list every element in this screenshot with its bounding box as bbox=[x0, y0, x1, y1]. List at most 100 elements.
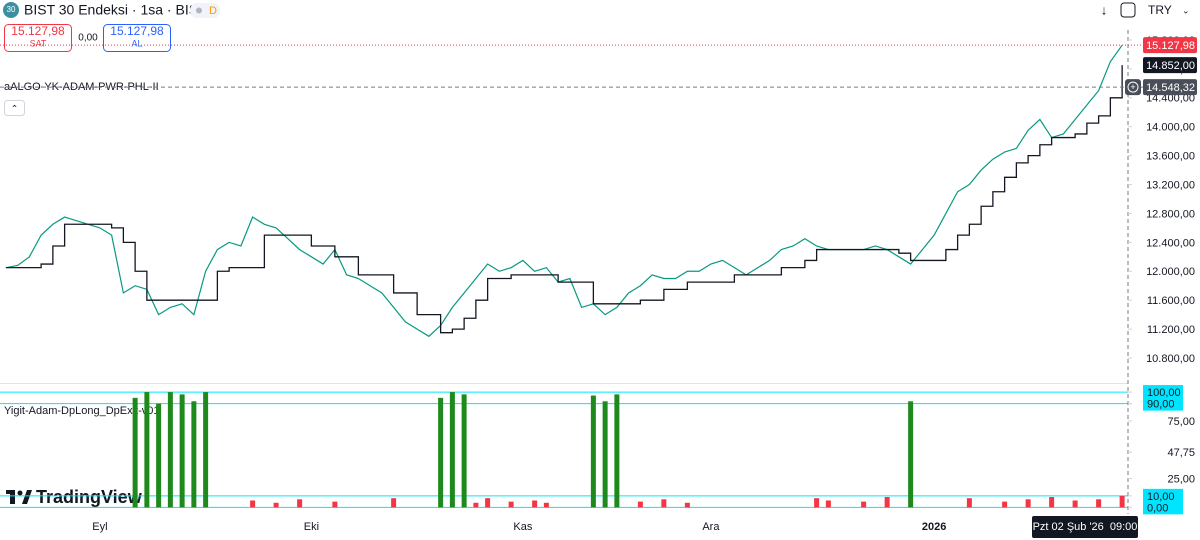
y-tick-label: 12.000,00 bbox=[1146, 266, 1195, 278]
x-tick-label: Ara bbox=[702, 521, 720, 533]
histogram-bar bbox=[203, 392, 209, 508]
histogram-bar bbox=[144, 392, 150, 508]
sell-label: SAT bbox=[30, 38, 47, 48]
y-tick-label: 12.400,00 bbox=[1146, 237, 1195, 249]
histogram-bar bbox=[1072, 500, 1078, 508]
x-tick-label: Eki bbox=[304, 521, 319, 533]
histogram-bar bbox=[461, 394, 467, 508]
histogram-bar bbox=[438, 397, 444, 508]
x-tick-label: Eyl bbox=[92, 521, 107, 533]
lower-indicator-title[interactable]: Yigit-Adam-DpLong_DpExit-v01 bbox=[4, 405, 160, 417]
crosshair-price-label: 14.548,32 bbox=[1146, 82, 1195, 94]
crosshair-plus-sign: + bbox=[1130, 82, 1135, 92]
histogram-bar bbox=[332, 501, 338, 508]
y-tick-label: 25,00 bbox=[1167, 473, 1195, 485]
logo-part bbox=[17, 490, 23, 496]
histogram-bar bbox=[684, 502, 690, 508]
level-tag bbox=[1143, 396, 1183, 411]
x-tick-label: Kas bbox=[513, 521, 532, 533]
histogram-bar bbox=[543, 502, 549, 508]
symbol-title[interactable]: BIST 30 Endeksi · 1sa · BIST bbox=[24, 2, 207, 18]
crosshair-price-tag bbox=[1143, 79, 1197, 96]
price-line bbox=[5, 65, 1123, 334]
sell-price: 15.127,98 bbox=[11, 24, 65, 38]
brand: TradingView bbox=[36, 487, 143, 507]
histogram-bar bbox=[814, 498, 820, 508]
histogram-bar bbox=[132, 397, 138, 508]
level-tag bbox=[1143, 385, 1183, 400]
crosshair-plus-bg bbox=[1125, 79, 1141, 96]
price-tag-label: 14.852,00 bbox=[1146, 60, 1195, 72]
y-tick-label: 11.200,00 bbox=[1147, 324, 1195, 336]
y-tick-label: 11.600,00 bbox=[1147, 295, 1195, 307]
currency[interactable]: TRY bbox=[1148, 3, 1172, 17]
histogram-bar bbox=[1049, 497, 1055, 508]
collapse-button[interactable] bbox=[4, 100, 25, 116]
badge-bg bbox=[190, 3, 220, 18]
y-tick-label: 14.000,00 bbox=[1146, 122, 1195, 134]
sync-icon[interactable] bbox=[1120, 2, 1136, 18]
price-tag bbox=[1143, 37, 1197, 54]
histogram-bar bbox=[1002, 501, 1008, 508]
price-line bbox=[5, 44, 1123, 338]
histogram-bar bbox=[590, 395, 596, 508]
y-tick-label: 75,00 bbox=[1167, 416, 1195, 428]
histogram-bar bbox=[167, 392, 173, 508]
histogram-bar bbox=[532, 500, 538, 508]
histogram-bar bbox=[884, 497, 890, 508]
badge-dot bbox=[196, 7, 202, 14]
buy-price: 15.127,98 bbox=[110, 24, 164, 38]
histogram-bar bbox=[508, 501, 514, 508]
symbol-icon bbox=[3, 2, 19, 18]
histogram-bar bbox=[473, 502, 479, 508]
price-tag-label: 15.127,98 bbox=[1146, 40, 1195, 52]
collapse-icon: ⌃ bbox=[11, 103, 19, 113]
y-tick-label: 14.400,00 bbox=[1146, 93, 1195, 105]
badge[interactable]: D bbox=[209, 5, 217, 17]
histogram-bar bbox=[179, 394, 185, 508]
y-tick-label: 13.200,00 bbox=[1146, 179, 1195, 191]
histogram-bar bbox=[1025, 499, 1031, 508]
histogram-bar bbox=[273, 502, 279, 508]
histogram-bar bbox=[449, 392, 455, 508]
histogram-bar bbox=[908, 401, 914, 508]
spread: 0,00 bbox=[78, 33, 98, 44]
histogram-bar bbox=[1096, 499, 1102, 508]
histogram-bar bbox=[825, 500, 831, 508]
y-tick-label: 47,75 bbox=[1167, 447, 1195, 459]
y-tick-label: 10.800,00 bbox=[1146, 353, 1195, 365]
histogram-bar bbox=[861, 501, 867, 508]
y-tick-label: 12.800,00 bbox=[1146, 208, 1195, 220]
histogram-bar bbox=[391, 498, 397, 508]
y-tick-label: 10,00 bbox=[1147, 491, 1175, 503]
logo-part bbox=[22, 490, 32, 504]
y-tick-label: 100,00 bbox=[1147, 387, 1181, 399]
histogram-bar bbox=[1119, 495, 1125, 508]
y-tick-label: 90,00 bbox=[1147, 399, 1175, 411]
overlay: 10.800,00 11.200,00 11.600,00 12.000,00 12.4… bbox=[92, 35, 1197, 538]
histogram-bar bbox=[250, 500, 256, 508]
histogram-bar bbox=[614, 394, 620, 508]
level-tag bbox=[1143, 488, 1183, 503]
level-tag bbox=[1143, 500, 1183, 515]
histogram-bar bbox=[661, 499, 667, 508]
download-icon[interactable]: ↓ bbox=[1101, 2, 1108, 17]
symbol-icon-text: 30 bbox=[7, 5, 16, 14]
brand-logo bbox=[6, 490, 32, 504]
price-tag bbox=[1143, 57, 1197, 74]
logo-part bbox=[10, 490, 15, 504]
histogram-bar bbox=[156, 403, 162, 508]
currency-caret: ⌄ bbox=[1182, 5, 1190, 15]
plot bbox=[0, 30, 1143, 514]
histogram-bar bbox=[191, 401, 197, 508]
crosshair-time-tag bbox=[1032, 516, 1138, 538]
y-tick-label: 0,00 bbox=[1147, 502, 1168, 514]
x-tick-label: 2026 bbox=[922, 521, 946, 533]
indicator-title[interactable]: aALGO-YK-ADAM-PWR-PHL-II bbox=[4, 81, 159, 93]
histogram-bar bbox=[966, 498, 972, 508]
y-tick-label: 13.600,00 bbox=[1146, 151, 1195, 163]
histogram-bar bbox=[602, 401, 608, 508]
histogram-bar bbox=[637, 501, 643, 508]
